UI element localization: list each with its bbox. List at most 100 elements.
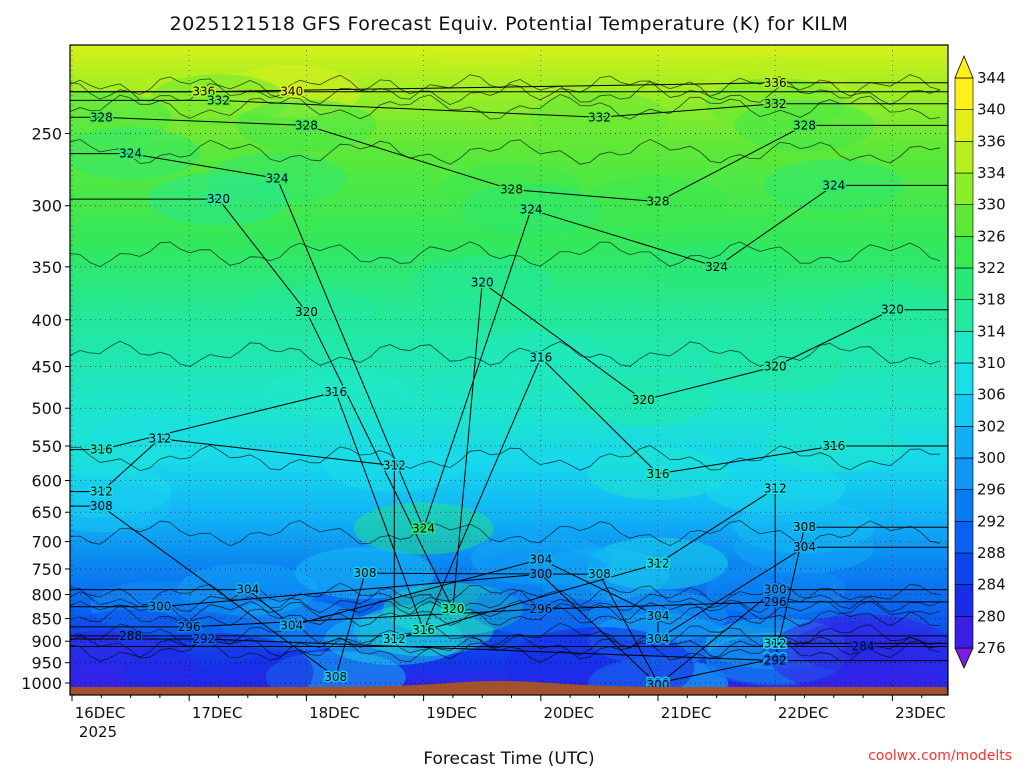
- colorbar-label-300: 300: [977, 449, 1006, 467]
- contour-label-300: 300: [764, 583, 787, 597]
- gridlines: [70, 45, 948, 695]
- contour-label-324: 324: [705, 260, 728, 274]
- contour-label-312: 312: [383, 632, 406, 646]
- colorbar-label-318: 318: [977, 291, 1006, 309]
- field-patch-22: [822, 283, 948, 336]
- contour-label-308: 308: [588, 567, 611, 581]
- colorbar-swatch-280: [954, 584, 974, 617]
- contour-line-wave-336: [70, 74, 941, 101]
- contour-label-296: 296: [529, 602, 552, 616]
- contour-label-332: 332: [588, 110, 611, 124]
- contour-label-320: 320: [207, 192, 230, 206]
- x-tick-label-20DEC: 20DEC: [544, 704, 595, 722]
- colorbar-swatch-300: [954, 426, 974, 459]
- y-tick-label-1000: 1000: [21, 674, 62, 693]
- colorbar-label-326: 326: [977, 227, 1006, 245]
- colorbar-max-arrow: [954, 54, 974, 79]
- plot-frame: [69, 44, 949, 696]
- contour-line-wave-328: [70, 138, 941, 165]
- contour-label-316: 316: [529, 351, 552, 365]
- contour-line-wave-324: [70, 241, 941, 268]
- chart-title: 2025121518 GFS Forecast Equiv. Potential…: [170, 13, 849, 35]
- x-year-label: 2025: [79, 723, 117, 741]
- colorbar-swatch-284: [954, 552, 974, 585]
- contour-line-wave-296: [70, 599, 941, 627]
- x-tick-label-17DEC: 17DEC: [192, 704, 243, 722]
- y-axis: 250 300 350 400 450 500 550 600 650 700 750 800 850 9…: [21, 124, 70, 693]
- field-patch-24: [70, 423, 172, 476]
- x-tick-label-16DEC: 16DEC: [75, 704, 126, 722]
- contour-line-300: [70, 573, 948, 686]
- contour-label-324: 324: [412, 521, 435, 535]
- cold-pool-2: [504, 626, 695, 695]
- colorbar-swatch-318: [954, 267, 974, 300]
- contour-label-308: 308: [793, 520, 816, 534]
- contour-label-304: 304: [793, 540, 816, 554]
- colorbar-label-314: 314: [977, 322, 1006, 340]
- contour-label-332: 332: [764, 97, 787, 111]
- colorbar: 276 280 284 288 292 296 300 302 306 310 314 318 322 3…: [954, 54, 1006, 669]
- colorbar-swatch-288: [954, 521, 974, 554]
- colorbar-label-296: 296: [977, 481, 1006, 499]
- contour-label-332: 332: [207, 93, 230, 107]
- colorbar-label-340: 340: [977, 101, 1006, 119]
- contour-label-340: 340: [280, 85, 303, 99]
- y-tick-label-800: 800: [31, 586, 62, 605]
- x-axis: 16DEC 17DEC 18DEC 19DEC 20DEC 21DEC 22DEC 23DEC…: [71, 695, 946, 741]
- colorbar-label-330: 330: [977, 196, 1006, 214]
- contour-label-320: 320: [632, 393, 655, 407]
- contour-line-wave-308: [70, 586, 941, 614]
- cold-pool-1: [123, 632, 314, 695]
- colorbar-swatch-330: [954, 172, 974, 205]
- contour-label-312: 312: [647, 557, 670, 571]
- field-patch-37: [70, 480, 172, 533]
- colorbar-min-arrow: [954, 647, 974, 669]
- colorbar-label-344: 344: [977, 69, 1006, 87]
- contour-label-312: 312: [764, 481, 787, 495]
- x-tick-label-19DEC: 19DEC: [426, 704, 477, 722]
- colorbar-label-288: 288: [977, 544, 1006, 562]
- contour-line-wave-300: [70, 600, 941, 627]
- colorbar-swatch-336: [954, 109, 974, 142]
- contour-label-328: 328: [500, 183, 523, 197]
- contour-line-296: [70, 601, 948, 628]
- y-tick-label-250: 250: [31, 124, 62, 143]
- contour-label-296: 296: [764, 595, 787, 609]
- contour-label-328: 328: [793, 118, 816, 132]
- contour-line-wave-312: [70, 520, 941, 547]
- field-patch-31: [70, 465, 172, 518]
- contour-label-328: 328: [647, 195, 670, 209]
- y-tick-label-450: 450: [31, 357, 62, 376]
- y-tick-label-550: 550: [31, 437, 62, 456]
- contour-label-296: 296: [178, 620, 201, 634]
- contour-label-324: 324: [266, 171, 289, 185]
- contour-label-284: 284: [852, 639, 875, 653]
- colorbar-label-334: 334: [977, 164, 1006, 182]
- contour-label-316: 316: [822, 439, 845, 453]
- colorbar-label-284: 284: [977, 576, 1006, 594]
- contour-label-312: 312: [764, 636, 787, 650]
- field-patch-11: [70, 127, 201, 180]
- colorbar-label-322: 322: [977, 259, 1006, 277]
- x-tick-label-18DEC: 18DEC: [309, 704, 360, 722]
- y-tick-label-900: 900: [31, 632, 62, 651]
- contour-label-320: 320: [471, 275, 494, 289]
- colorbar-swatch-322: [954, 236, 974, 269]
- contour-lines: [70, 74, 948, 686]
- contour-label-304: 304: [529, 552, 552, 566]
- x-tick-label-21DEC: 21DEC: [661, 704, 712, 722]
- contour-label-324: 324: [119, 147, 142, 161]
- y-tick-label-600: 600: [31, 472, 62, 491]
- contour-line-wave-292: [70, 636, 941, 663]
- contour-line-312: [70, 438, 948, 644]
- colorbar-swatch-276: [954, 616, 974, 649]
- colorbar-label-276: 276: [977, 639, 1006, 657]
- colorbar-swatch-292: [954, 489, 974, 522]
- colorbar-label-336: 336: [977, 132, 1006, 150]
- contour-line-wave-316: [70, 444, 941, 472]
- x-axis-title: Forecast Time (UTC): [423, 749, 594, 768]
- cold-pool-3: [768, 614, 948, 695]
- colorbar-label-292: 292: [977, 512, 1006, 530]
- y-tick-label-950: 950: [31, 654, 62, 673]
- y-tick-label-300: 300: [31, 197, 62, 216]
